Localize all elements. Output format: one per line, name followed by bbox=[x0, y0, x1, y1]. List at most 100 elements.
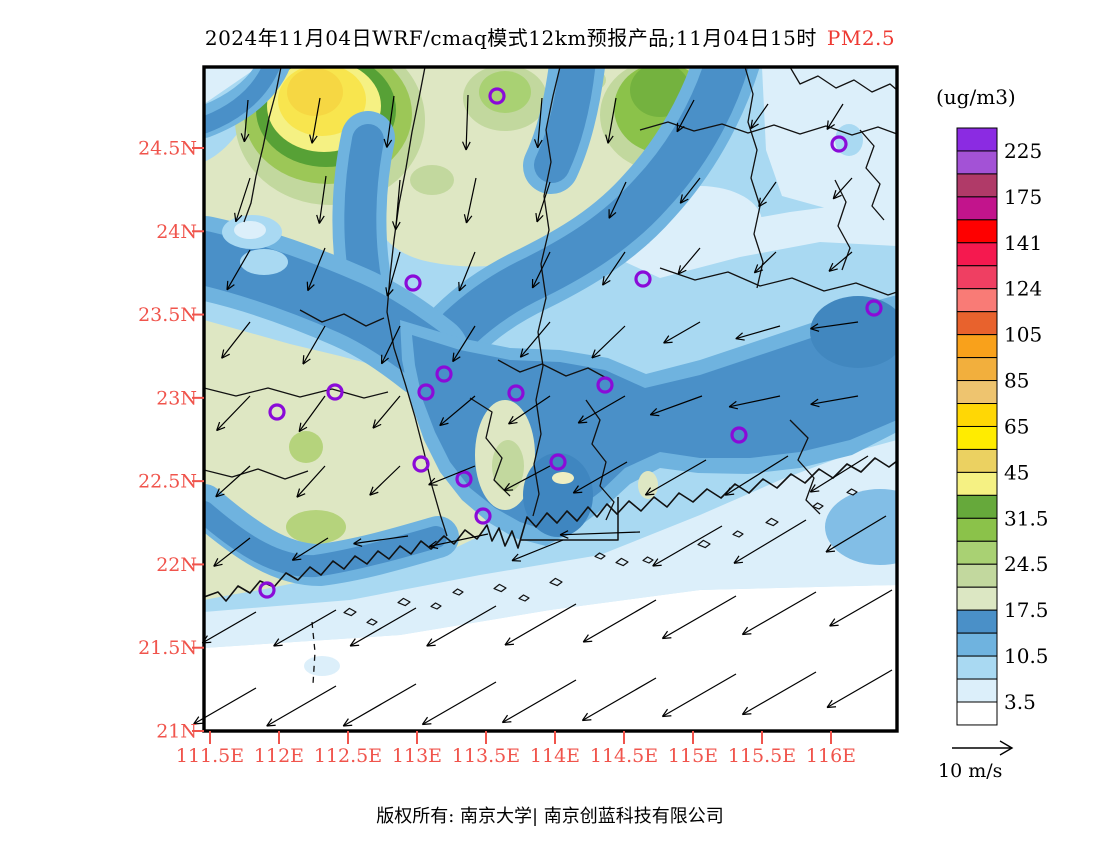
wind-arrow bbox=[534, 97, 543, 149]
wind-arrow bbox=[661, 673, 737, 718]
station-marker bbox=[634, 270, 652, 288]
wind-arrow-shaft bbox=[353, 535, 409, 545]
wind-arrow-head bbox=[750, 119, 753, 129]
wind-arrow-shaft bbox=[452, 325, 476, 362]
wind-arrow-head bbox=[519, 348, 524, 358]
wind-arrow bbox=[372, 395, 401, 429]
wind-arrow-shaft bbox=[465, 94, 469, 150]
wind-arrow-head bbox=[503, 482, 510, 491]
wind-arrow bbox=[353, 535, 409, 547]
island-outline bbox=[366, 618, 378, 626]
wind-arrow-head bbox=[832, 190, 837, 199]
wind-arrow-shaft bbox=[386, 95, 395, 148]
wind-arrow-shaft bbox=[677, 247, 701, 275]
wind-arrow-head bbox=[649, 408, 658, 416]
wind-arrow-head bbox=[508, 421, 518, 425]
chart-title: 2024年11月04日WRF/cmaq模式12km预报产品;11月04日15时 P… bbox=[0, 22, 1100, 51]
wind-arrow-shaft bbox=[663, 321, 701, 344]
station-marker bbox=[730, 426, 748, 444]
wind-arrow bbox=[385, 251, 401, 297]
colorbar-cell bbox=[956, 678, 998, 703]
wind-arrow-head bbox=[826, 120, 829, 130]
colorbar-tick-label: 225 bbox=[1004, 139, 1042, 163]
wind-arrow-shaft bbox=[531, 251, 551, 289]
wind-arrow-shaft bbox=[426, 605, 497, 647]
colorbar-cell bbox=[956, 357, 998, 382]
colorbar-cell bbox=[956, 380, 998, 405]
wind-arrow-head bbox=[591, 349, 596, 359]
wind-arrow-shaft bbox=[829, 589, 893, 627]
wind-arrow bbox=[577, 395, 626, 424]
wind-arrow-head bbox=[215, 488, 220, 498]
wind-arrow bbox=[535, 181, 551, 223]
wind-arrow-head bbox=[572, 485, 579, 494]
lon-tick-label: 115E bbox=[668, 745, 718, 767]
wind-arrow-shaft bbox=[826, 669, 893, 709]
wind-arrow-shaft bbox=[439, 395, 476, 427]
wind-arrow-head bbox=[307, 284, 315, 292]
island-outline bbox=[343, 607, 357, 617]
station-marker bbox=[258, 581, 276, 599]
wind-arrow-head bbox=[645, 493, 655, 496]
wind-arrow-head bbox=[652, 558, 659, 567]
wind-arrow bbox=[582, 599, 657, 643]
wind-arrow-head bbox=[680, 198, 689, 204]
wind-arrow-shaft bbox=[213, 537, 251, 567]
wind-arrow bbox=[679, 177, 701, 204]
colorbar-cell bbox=[956, 219, 998, 244]
wind-arrow-head bbox=[534, 139, 539, 149]
lon-tick-label: 113E bbox=[392, 745, 442, 767]
wind-arrow-shaft bbox=[758, 181, 777, 207]
colorbar-cell bbox=[956, 563, 998, 588]
wind-arrow-head bbox=[602, 276, 605, 286]
wind-arrow-shaft bbox=[735, 325, 781, 340]
wind-arrow-head bbox=[724, 487, 731, 496]
colorbar-cell bbox=[956, 471, 998, 496]
wind-arrow bbox=[531, 251, 551, 289]
map-frame bbox=[202, 65, 899, 733]
station-marker bbox=[549, 453, 567, 471]
wind-arrow-head bbox=[429, 545, 439, 550]
wind-arrow bbox=[724, 455, 789, 496]
wind-arrow bbox=[810, 321, 859, 332]
colorbar-tick-label: 24.5 bbox=[1004, 552, 1049, 576]
wind-arrow bbox=[316, 175, 327, 224]
wind-arrow bbox=[605, 97, 617, 144]
wind-arrow-head bbox=[426, 638, 433, 647]
boundary-lines-layer bbox=[204, 67, 897, 685]
wind-arrow-head bbox=[386, 289, 394, 297]
colorbar-cell bbox=[956, 609, 998, 634]
wind-arrow-head bbox=[559, 534, 569, 539]
wind-arrow bbox=[452, 325, 476, 363]
station-marker bbox=[830, 135, 848, 153]
station-marker bbox=[596, 376, 614, 394]
axis-labels-layer: 24.5N 24N 23.5N 23N 22.5N 22N 21.5N 21N 111.5E 11… bbox=[138, 138, 856, 768]
wind-arrow-shaft bbox=[754, 251, 777, 274]
station-marker bbox=[474, 507, 492, 525]
wind-arrow-shaft bbox=[536, 181, 551, 223]
wind-arrow-shaft bbox=[810, 321, 859, 330]
wind-arrow-head bbox=[508, 415, 514, 425]
lat-tick-label: 23N bbox=[156, 387, 197, 409]
wind-arrow bbox=[652, 525, 723, 567]
wind-arrow-head bbox=[758, 197, 761, 207]
station-markers-layer bbox=[258, 87, 883, 599]
wind-arrow-head bbox=[750, 123, 759, 130]
lon-tick-label: 112E bbox=[254, 745, 304, 767]
wind-arrow-shaft bbox=[202, 611, 257, 644]
lat-tick-label: 22.5N bbox=[138, 471, 197, 493]
lon-tick-label: 114.5E bbox=[590, 745, 658, 767]
colorbar-tick-label: 31.5 bbox=[1004, 506, 1049, 530]
station-marker bbox=[488, 87, 506, 105]
wind-arrow-head bbox=[828, 268, 838, 272]
wind-arrow-head bbox=[311, 135, 318, 144]
wind-arrow-head bbox=[350, 644, 360, 647]
wind-arrow bbox=[826, 669, 893, 709]
wind-arrow-head bbox=[273, 644, 283, 647]
wind-arrow-head bbox=[309, 134, 313, 144]
wind-arrow-head bbox=[728, 400, 737, 408]
wind-arrow-head bbox=[591, 354, 601, 359]
wind-arrow-head bbox=[458, 284, 467, 292]
wind-arrow bbox=[503, 465, 551, 492]
wind-arrow bbox=[735, 325, 781, 341]
